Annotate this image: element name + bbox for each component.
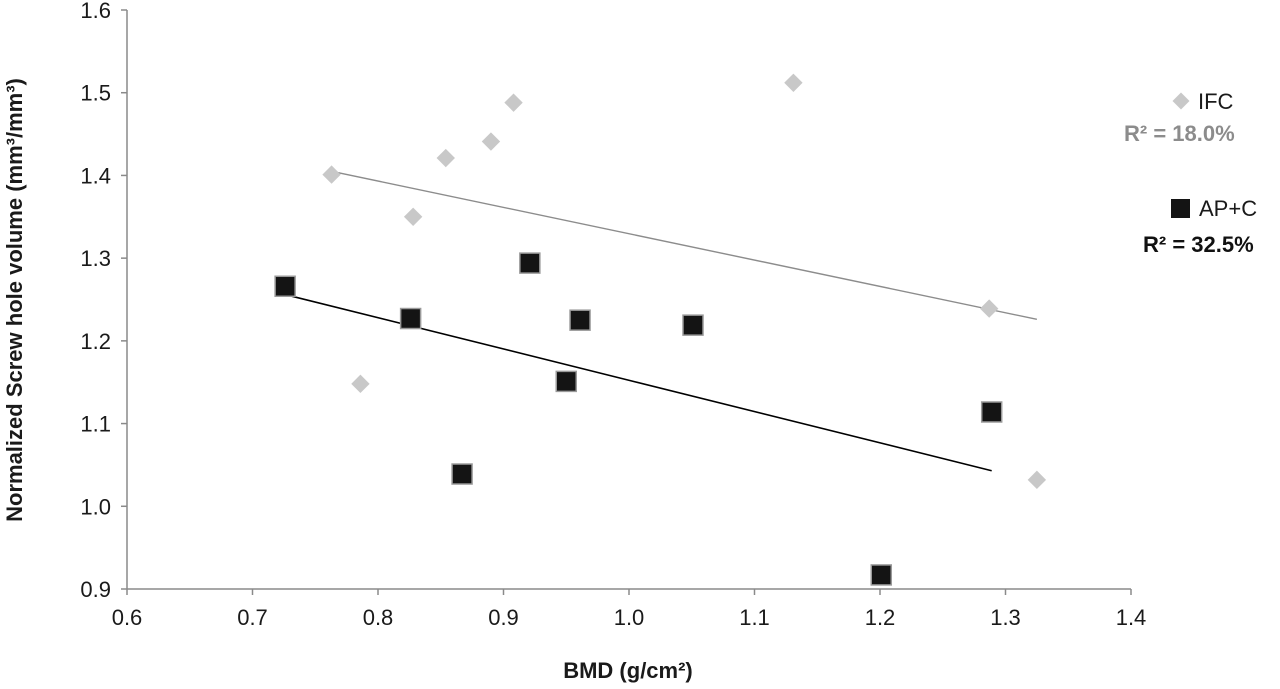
y-tick-label: 1.2 xyxy=(80,329,111,354)
data-points xyxy=(274,73,1047,586)
y-tick-label: 1.1 xyxy=(80,412,111,437)
data-point-ifc xyxy=(322,165,341,184)
data-point-apc xyxy=(569,309,591,331)
legend-label-apc: AP+C xyxy=(1199,196,1257,221)
x-axis-title: BMD (g/cm²) xyxy=(563,658,693,683)
trendline-ifc xyxy=(331,170,1038,321)
y-tick-label: 1.6 xyxy=(80,0,111,23)
data-point-ifc xyxy=(979,299,999,318)
legend-label-ifc: IFC xyxy=(1198,89,1234,114)
y-tick-label: 0.9 xyxy=(80,577,111,602)
trendline-apc xyxy=(284,293,992,472)
data-point-apc xyxy=(519,252,541,274)
y-tick-label: 1.4 xyxy=(80,163,111,188)
x-tick-label: 0.7 xyxy=(237,605,268,630)
x-ticks: 0.6 0.7 0.8 0.9 1.0 1.1 1.2 1.3 1.4 xyxy=(112,589,1147,630)
legend: IFC R² = 18.0% AP+C R² = 32.5% xyxy=(1124,89,1257,257)
x-tick-label: 1.3 xyxy=(990,605,1021,630)
legend-marker-apc xyxy=(1171,199,1190,218)
data-point-ifc xyxy=(784,73,803,92)
data-point-ifc xyxy=(481,132,501,151)
x-tick-label: 1.0 xyxy=(614,605,645,630)
legend-item-apc: AP+C R² = 32.5% xyxy=(1143,196,1257,257)
x-tick-label: 1.2 xyxy=(865,605,896,630)
data-point-apc xyxy=(555,370,577,393)
data-point-apc xyxy=(451,463,473,485)
x-tick-label: 1.4 xyxy=(1116,605,1147,630)
r-squared-apc: R² = 32.5% xyxy=(1143,232,1254,257)
y-tick-label: 1.5 xyxy=(80,81,111,106)
data-point-apc xyxy=(682,314,704,336)
x-tick-label: 1.1 xyxy=(739,605,770,630)
legend-marker-ifc xyxy=(1172,92,1190,110)
x-tick-label: 0.9 xyxy=(488,605,519,630)
data-point-apc xyxy=(980,401,1003,423)
data-point-ifc xyxy=(1027,470,1047,490)
data-point-apc xyxy=(274,275,296,298)
legend-item-ifc: IFC R² = 18.0% xyxy=(1124,89,1235,146)
x-tick-label: 0.8 xyxy=(363,605,394,630)
y-tick-label: 1.0 xyxy=(80,494,111,519)
data-point-ifc xyxy=(403,207,423,226)
x-tick-label: 0.6 xyxy=(112,605,143,630)
data-point-apc xyxy=(399,307,422,330)
data-point-apc xyxy=(870,564,893,586)
y-axis-title: Normalized Screw hole volume (mm³/mm³) xyxy=(2,78,27,522)
y-tick-label: 1.3 xyxy=(80,246,111,271)
r-squared-ifc: R² = 18.0% xyxy=(1124,121,1235,146)
trendlines xyxy=(284,170,1038,472)
data-point-ifc xyxy=(504,93,523,112)
data-point-ifc xyxy=(351,374,370,394)
y-ticks: 0.9 1.0 1.1 1.2 1.3 1.4 1.5 1.6 xyxy=(80,0,127,602)
data-point-ifc xyxy=(436,148,455,168)
axes xyxy=(126,10,1131,590)
